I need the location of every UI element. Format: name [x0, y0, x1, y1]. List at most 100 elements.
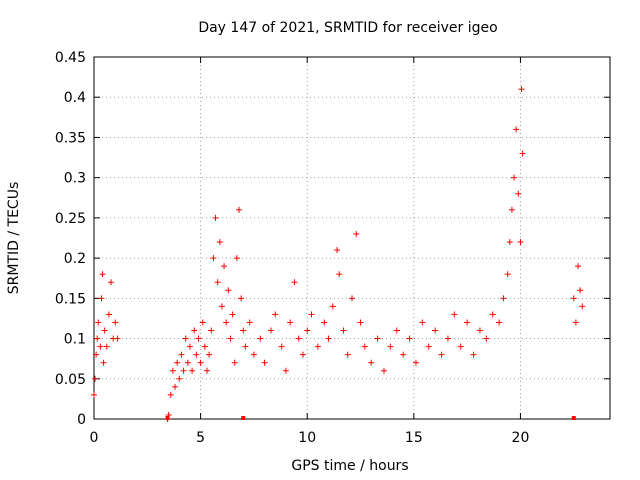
- data-point: [572, 319, 579, 326]
- data-point: [261, 359, 268, 366]
- data-point: [393, 327, 400, 334]
- data-point: [387, 343, 394, 350]
- data-point: [476, 327, 483, 334]
- data-point: [304, 327, 311, 334]
- data-point: [438, 351, 445, 358]
- data-point: [216, 239, 223, 246]
- data-point: [291, 279, 298, 286]
- data-point: [229, 311, 236, 318]
- data-point: [233, 255, 240, 262]
- data-point: [361, 343, 368, 350]
- data-point: [278, 343, 285, 350]
- x-tick-label: 0: [90, 430, 99, 446]
- data-point: [193, 351, 200, 358]
- data-point: [321, 319, 328, 326]
- data-point: [432, 327, 439, 334]
- data-point: [231, 359, 238, 366]
- data-point: [380, 367, 387, 374]
- data-point: [314, 343, 321, 350]
- data-point: [575, 263, 582, 270]
- data-point: [267, 327, 274, 334]
- data-point: [199, 319, 206, 326]
- data-point: [242, 343, 249, 350]
- y-axis-label: SRMTID / TECUs: [6, 182, 22, 295]
- data-point: [325, 335, 332, 342]
- data-point: [167, 391, 174, 398]
- data-point: [257, 335, 264, 342]
- data-point: [172, 383, 179, 390]
- data-point: [208, 327, 215, 334]
- data-point: [225, 287, 232, 294]
- data-point: [223, 319, 230, 326]
- data-point: [91, 391, 97, 398]
- y-tick-label: 0: [77, 412, 86, 428]
- data-point: [287, 319, 294, 326]
- data-point: [329, 303, 336, 310]
- data-point: [457, 343, 464, 350]
- data-point: [206, 351, 213, 358]
- data-point: [508, 206, 515, 213]
- data-point: [201, 343, 208, 350]
- data-point: [195, 335, 202, 342]
- data-point: [240, 327, 247, 334]
- data-point: [412, 359, 419, 366]
- y-tick-label: 0.35: [55, 130, 86, 146]
- data-point: [515, 190, 522, 197]
- data-point: [204, 367, 211, 374]
- y-tick-label: 0.2: [64, 251, 86, 267]
- data-series: [91, 86, 586, 422]
- data-point: [95, 319, 102, 326]
- data-point: [176, 375, 183, 382]
- data-point: [235, 206, 242, 213]
- y-tick-label: 0.25: [55, 211, 86, 227]
- data-point: [246, 319, 253, 326]
- y-tick-label: 0.45: [55, 50, 86, 66]
- data-point: [340, 327, 347, 334]
- x-axis: 0 5 10 15 20: [90, 57, 529, 446]
- data-point: [419, 319, 426, 326]
- chart-title: Day 147 of 2021, SRMTID for receiver ige…: [198, 20, 497, 36]
- data-point: [218, 303, 225, 310]
- data-point: [368, 359, 375, 366]
- y-tick-label: 0.15: [55, 291, 86, 307]
- data-point: [101, 327, 108, 334]
- data-point: [295, 335, 302, 342]
- zero-marker: [165, 416, 170, 420]
- data-point: [579, 303, 586, 310]
- data-point: [184, 359, 191, 366]
- data-point: [214, 279, 221, 286]
- data-point: [103, 343, 110, 350]
- data-point: [577, 287, 584, 294]
- data-point: [299, 351, 306, 358]
- data-point: [178, 351, 185, 358]
- data-point: [98, 295, 105, 302]
- data-point: [504, 271, 511, 278]
- x-tick-label: 5: [196, 430, 205, 446]
- data-point: [191, 327, 198, 334]
- y-tick-label: 0.05: [55, 372, 86, 388]
- zero-marker: [241, 416, 246, 420]
- data-point: [210, 255, 217, 262]
- data-point: [180, 367, 187, 374]
- data-point: [250, 351, 257, 358]
- data-point: [518, 86, 525, 93]
- data-point: [272, 311, 279, 318]
- data-point: [400, 351, 407, 358]
- data-point: [451, 311, 458, 318]
- data-point: [99, 271, 106, 278]
- data-point: [112, 319, 119, 326]
- data-point: [406, 335, 413, 342]
- data-point: [511, 174, 518, 181]
- data-point: [519, 150, 526, 157]
- data-point: [336, 271, 343, 278]
- x-tick-label: 10: [298, 430, 316, 446]
- y-tick-label: 0.3: [64, 171, 86, 187]
- data-point: [334, 247, 341, 254]
- data-point: [349, 295, 355, 302]
- data-point: [464, 319, 471, 326]
- data-point: [513, 126, 520, 133]
- data-point: [470, 351, 477, 358]
- y-tick-label: 0.4: [64, 90, 86, 106]
- data-point: [282, 367, 289, 374]
